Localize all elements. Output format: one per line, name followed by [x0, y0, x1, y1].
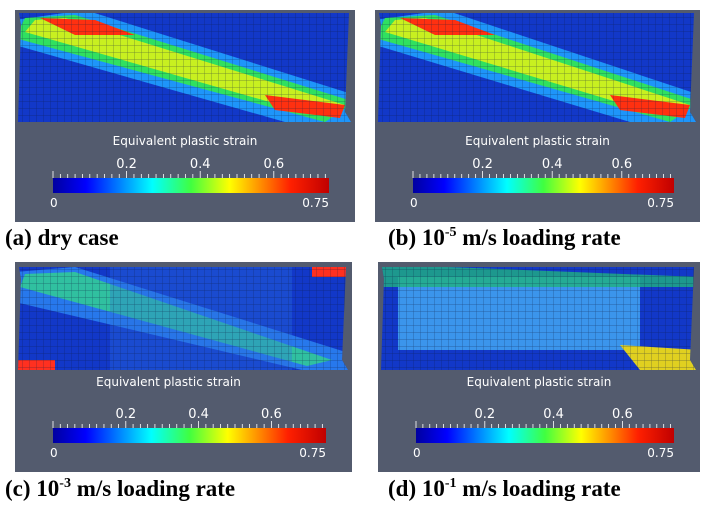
colorbar-tick-label: 0.6 [263, 157, 284, 172]
simulation-panel: Equivalent plastic strain 0.2 0.4 0.6 0 0.75 [15, 262, 352, 472]
caption-exponent: -1 [445, 476, 457, 491]
caption-suffix: m/s loading rate [457, 476, 621, 501]
colorbar-tick-label: 0.6 [612, 407, 633, 422]
colorbar-title: Equivalent plastic strain [113, 134, 258, 148]
colorbar-tick-label: 0.6 [261, 407, 282, 422]
panel-caption: (b) 10-5 m/s loading rate [388, 225, 621, 251]
colorbar-tick-label: 0.4 [188, 407, 209, 422]
colorbar-max-label: 0.75 [299, 446, 326, 460]
panel-caption: (c) 10-3 m/s loading rate [5, 476, 235, 502]
simulation-panel: Equivalent plastic strain 0.2 0.4 0.6 0 0.75 [378, 262, 700, 472]
caption-prefix: (c) 10 [5, 476, 59, 501]
caption-prefix: (a) dry case [5, 225, 119, 250]
colorbar-max-label: 0.75 [302, 196, 329, 210]
colorbar-min-label: 0 [50, 446, 58, 460]
colorbar-tick-label: 0.4 [543, 407, 564, 422]
colorbar-tick-label: 0.4 [542, 157, 563, 172]
caption-exponent: -3 [59, 476, 71, 491]
colorbar-max-label: 0.75 [647, 446, 674, 460]
colorbar-tick-label: 0.6 [611, 157, 632, 172]
panel-caption: (a) dry case [5, 225, 119, 251]
colorbar-title: Equivalent plastic strain [465, 134, 610, 148]
colorbar-tick-label: 0.2 [115, 407, 136, 422]
simulation-panel: Equivalent plastic strain 0.2 0.4 0.6 0 0.75 [375, 10, 700, 222]
colorbar-min-label: 0 [50, 196, 58, 210]
colorbar [416, 428, 674, 443]
colorbar-tick-label: 0.2 [472, 157, 493, 172]
caption-suffix: m/s loading rate [457, 225, 621, 250]
figure: Equivalent plastic strain 0.2 0.4 0.6 0 0.75 (… [0, 0, 711, 510]
caption-suffix: m/s loading rate [71, 476, 235, 501]
colorbar [53, 178, 329, 193]
colorbar-title: Equivalent plastic strain [467, 375, 612, 389]
caption-prefix: (d) 10 [388, 476, 445, 501]
caption-exponent: -5 [445, 225, 457, 240]
colorbar [53, 428, 326, 443]
colorbar [413, 178, 674, 193]
simulation-panel: Equivalent plastic strain 0.2 0.4 0.6 0 0.75 [15, 10, 355, 222]
colorbar-tick-label: 0.2 [474, 407, 495, 422]
caption-prefix: (b) 10 [388, 225, 445, 250]
colorbar-min-label: 0 [410, 196, 418, 210]
colorbar-min-label: 0 [413, 446, 421, 460]
colorbar-tick-label: 0.2 [116, 157, 137, 172]
colorbar-max-label: 0.75 [647, 196, 674, 210]
colorbar-title: Equivalent plastic strain [96, 375, 241, 389]
colorbar-tick-label: 0.4 [190, 157, 211, 172]
panel-caption: (d) 10-1 m/s loading rate [388, 476, 621, 502]
